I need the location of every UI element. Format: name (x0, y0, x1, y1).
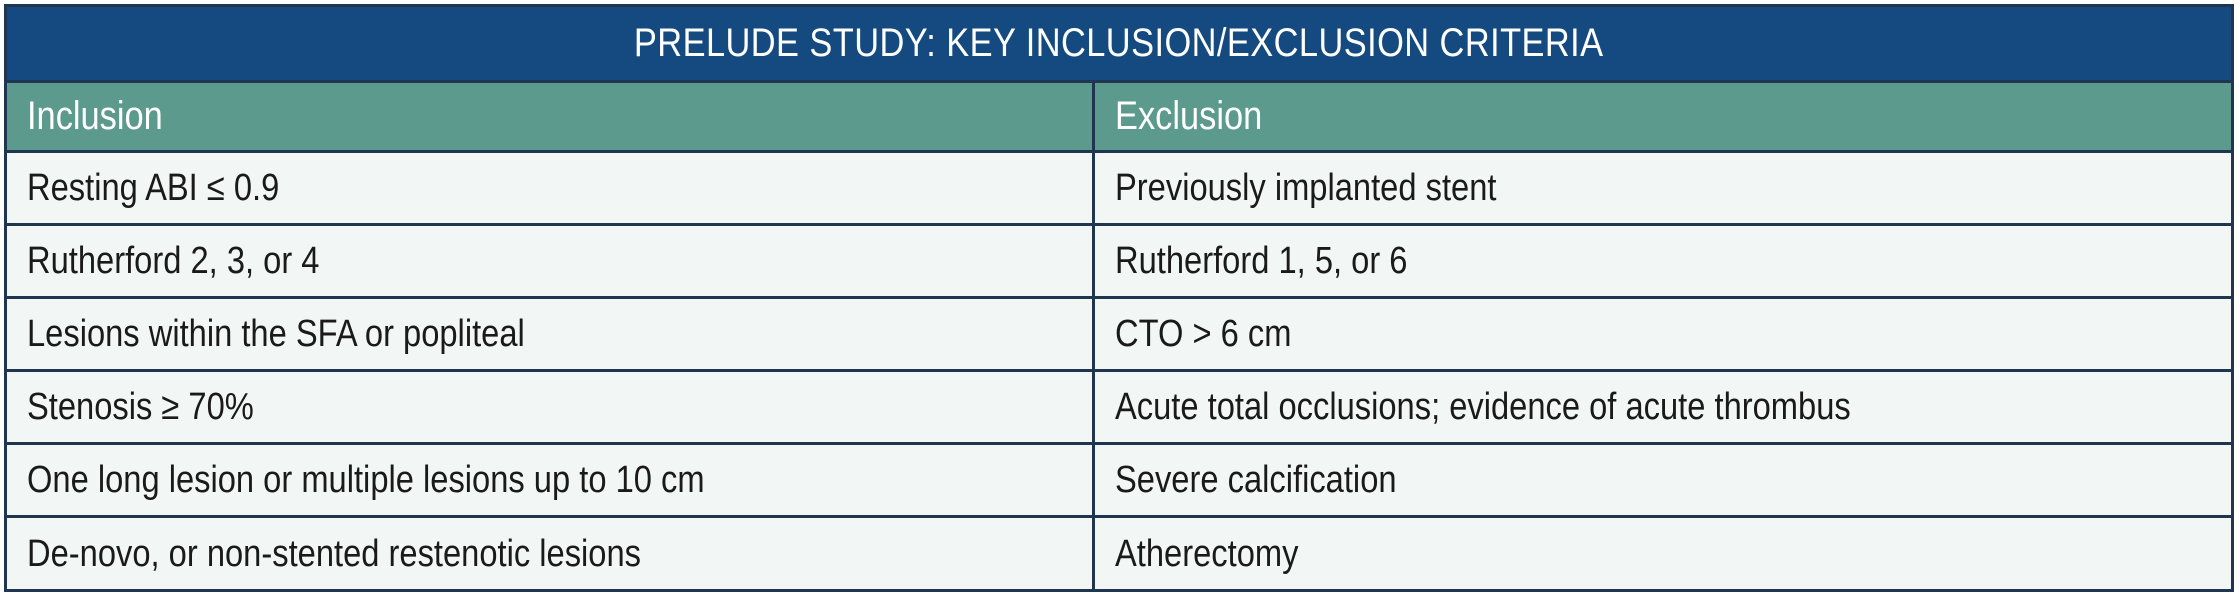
header-exclusion-label: Exclusion (1115, 94, 1263, 138)
exclusion-cell: Atherectomy (1095, 518, 2231, 591)
inclusion-cell: Rutherford 2, 3, or 4 (7, 226, 1095, 296)
exclusion-cell: Previously implanted stent (1095, 153, 2231, 223)
table-row: Lesions within the SFA or popliteal CTO … (7, 299, 2231, 372)
exclusion-cell: Acute total occlusions; evidence of acut… (1095, 372, 2231, 442)
exclusion-text: Atherectomy (1115, 533, 1299, 575)
table-row: One long lesion or multiple lesions up t… (7, 445, 2231, 518)
table-row: De-novo, or non-stented restenotic lesio… (7, 518, 2231, 591)
exclusion-text: CTO > 6 cm (1115, 312, 1292, 355)
table-header-row: Inclusion Exclusion (7, 83, 2231, 153)
exclusion-text: Previously implanted stent (1115, 166, 1497, 209)
header-inclusion-label: Inclusion (27, 94, 163, 138)
inclusion-text: Stenosis ≥ 70% (27, 385, 254, 428)
table-title-bar: PRELUDE STUDY: KEY INCLUSION/EXCLUSION C… (7, 7, 2231, 83)
exclusion-text: Acute total occlusions; evidence of acut… (1115, 385, 1851, 428)
exclusion-cell: CTO > 6 cm (1095, 299, 2231, 369)
inclusion-text: Rutherford 2, 3, or 4 (27, 239, 320, 282)
inclusion-text: Lesions within the SFA or popliteal (27, 312, 525, 355)
table-title: PRELUDE STUDY: KEY INCLUSION/EXCLUSION C… (634, 21, 1604, 65)
exclusion-text: Rutherford 1, 5, or 6 (1115, 239, 1408, 282)
inclusion-cell: Lesions within the SFA or popliteal (7, 299, 1095, 369)
header-exclusion: Exclusion (1095, 83, 2231, 150)
inclusion-cell: De-novo, or non-stented restenotic lesio… (7, 518, 1095, 591)
inclusion-text: Resting ABI ≤ 0.9 (27, 166, 280, 209)
table-row: Rutherford 2, 3, or 4 Rutherford 1, 5, o… (7, 226, 2231, 299)
inclusion-text: One long lesion or multiple lesions up t… (27, 458, 705, 501)
inclusion-text: De-novo, or non-stented restenotic lesio… (27, 533, 641, 575)
inclusion-cell: Stenosis ≥ 70% (7, 372, 1095, 442)
exclusion-cell: Rutherford 1, 5, or 6 (1095, 226, 2231, 296)
criteria-table: PRELUDE STUDY: KEY INCLUSION/EXCLUSION C… (4, 4, 2234, 592)
header-inclusion: Inclusion (7, 83, 1095, 150)
inclusion-cell: Resting ABI ≤ 0.9 (7, 153, 1095, 223)
exclusion-cell: Severe calcification (1095, 445, 2231, 515)
exclusion-text: Severe calcification (1115, 458, 1397, 501)
inclusion-cell: One long lesion or multiple lesions up t… (7, 445, 1095, 515)
table-row: Stenosis ≥ 70% Acute total occlusions; e… (7, 372, 2231, 445)
table-row: Resting ABI ≤ 0.9 Previously implanted s… (7, 153, 2231, 226)
